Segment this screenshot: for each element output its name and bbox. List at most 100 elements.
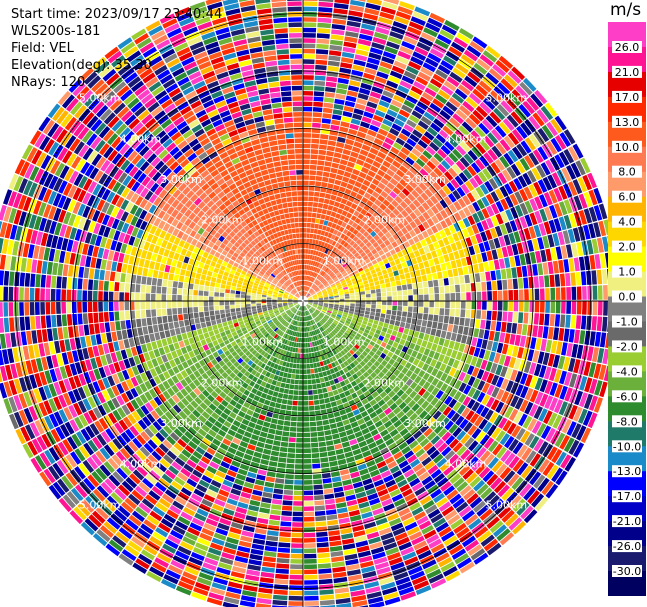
velocity-gate: [576, 242, 584, 257]
velocity-gate: [515, 480, 528, 494]
velocity-gate: [396, 423, 406, 433]
velocity-gate: [319, 144, 327, 150]
velocity-gate: [243, 453, 253, 461]
velocity-gate: [184, 417, 194, 426]
velocity-gate: [331, 284, 336, 288]
velocity-gate: [124, 497, 138, 510]
velocity-gate: [417, 120, 429, 130]
velocity-gate: [332, 389, 339, 396]
velocity-gate: [332, 246, 337, 253]
velocity-gate: [319, 350, 324, 356]
velocity-gate: [241, 327, 247, 332]
velocity-gate: [428, 243, 435, 252]
velocity-gate: [470, 356, 478, 367]
velocity-gate: [302, 306, 303, 311]
velocity-gate: [412, 358, 420, 366]
velocity-gate: [367, 170, 376, 178]
velocity-gate: [326, 320, 332, 325]
velocity-gate: [321, 118, 331, 124]
velocity-gate: [120, 392, 130, 404]
velocity-gate: [304, 595, 319, 601]
velocity-gate: [300, 306, 302, 311]
velocity-gate: [100, 431, 112, 443]
velocity-gate: [253, 383, 260, 390]
velocity-gate: [403, 36, 418, 46]
velocity-gate: [458, 220, 466, 230]
velocity-gate: [292, 400, 298, 406]
velocity-gate: [228, 337, 235, 343]
velocity-gate: [380, 313, 386, 318]
velocity-gate: [307, 296, 312, 299]
velocity-gate: [355, 245, 361, 252]
velocity-gate: [96, 485, 110, 498]
velocity-gate: [304, 585, 319, 591]
velocity-gate: [303, 358, 307, 364]
velocity-gate: [278, 307, 284, 311]
velocity-gate: [396, 285, 402, 291]
velocity-gate: [483, 538, 499, 552]
velocity-gate: [406, 422, 416, 431]
velocity-gate: [166, 337, 173, 345]
velocity-gate: [340, 62, 353, 69]
velocity-gate: [395, 238, 403, 246]
velocity-gate: [308, 390, 313, 395]
velocity-gate: [376, 304, 382, 309]
velocity-gate: [480, 272, 486, 282]
velocity-gate: [385, 282, 391, 288]
velocity-gate: [389, 191, 398, 199]
velocity-gate: [528, 362, 537, 375]
velocity-gate: [559, 370, 567, 385]
velocity-gate: [350, 404, 358, 411]
velocity-gate: [128, 441, 139, 453]
velocity-gate: [338, 308, 344, 312]
velocity-gate: [331, 362, 337, 368]
velocity-gate: [359, 374, 366, 382]
velocity-gate: [313, 297, 318, 299]
velocity-gate: [529, 212, 538, 226]
velocity-gate: [116, 383, 125, 394]
velocity-gate: [370, 269, 376, 275]
velocity-gate: [318, 568, 332, 574]
velocity-gate: [355, 193, 363, 201]
velocity-gate: [442, 237, 450, 246]
velocity-gate: [48, 484, 62, 500]
velocity-gate: [309, 342, 313, 347]
velocity-gate: [347, 282, 353, 287]
velocity-gate: [114, 488, 127, 501]
velocity-gate: [317, 268, 321, 274]
velocity-gate: [337, 324, 343, 329]
velocity-gate: [124, 544, 140, 557]
velocity-gate: [452, 67, 466, 79]
velocity-gate: [168, 343, 176, 352]
velocity-gate: [230, 327, 236, 333]
velocity-gate: [461, 79, 475, 92]
velocity-gate: [412, 283, 418, 289]
velocity-gate: [377, 151, 387, 160]
velocity-gate: [378, 335, 385, 341]
velocity-gate: [360, 291, 366, 295]
velocity-gate: [340, 181, 348, 188]
velocity-gate: [212, 438, 222, 447]
velocity-gate: [358, 126, 369, 134]
velocity-gate: [204, 557, 219, 566]
velocity-gate: [309, 309, 313, 314]
velocity-gate: [520, 386, 529, 399]
velocity-gate: [402, 405, 411, 414]
velocity-gate: [274, 311, 280, 315]
velocity-gate: [523, 227, 532, 240]
velocity-gate: [367, 344, 374, 350]
velocity-gate: [364, 286, 370, 291]
velocity-gate: [430, 435, 441, 445]
velocity-gate: [311, 217, 316, 223]
velocity-gate: [468, 518, 482, 530]
velocity-gate: [303, 170, 310, 175]
velocity-gate: [318, 7, 333, 13]
velocity-gate: [476, 310, 482, 319]
velocity-gate: [304, 332, 307, 337]
velocity-gate: [78, 463, 90, 477]
velocity-gate: [294, 315, 298, 320]
velocity-gate: [322, 419, 330, 426]
velocity-gate: [397, 213, 405, 221]
velocity-gate: [323, 97, 335, 103]
velocity-gate: [245, 574, 260, 582]
